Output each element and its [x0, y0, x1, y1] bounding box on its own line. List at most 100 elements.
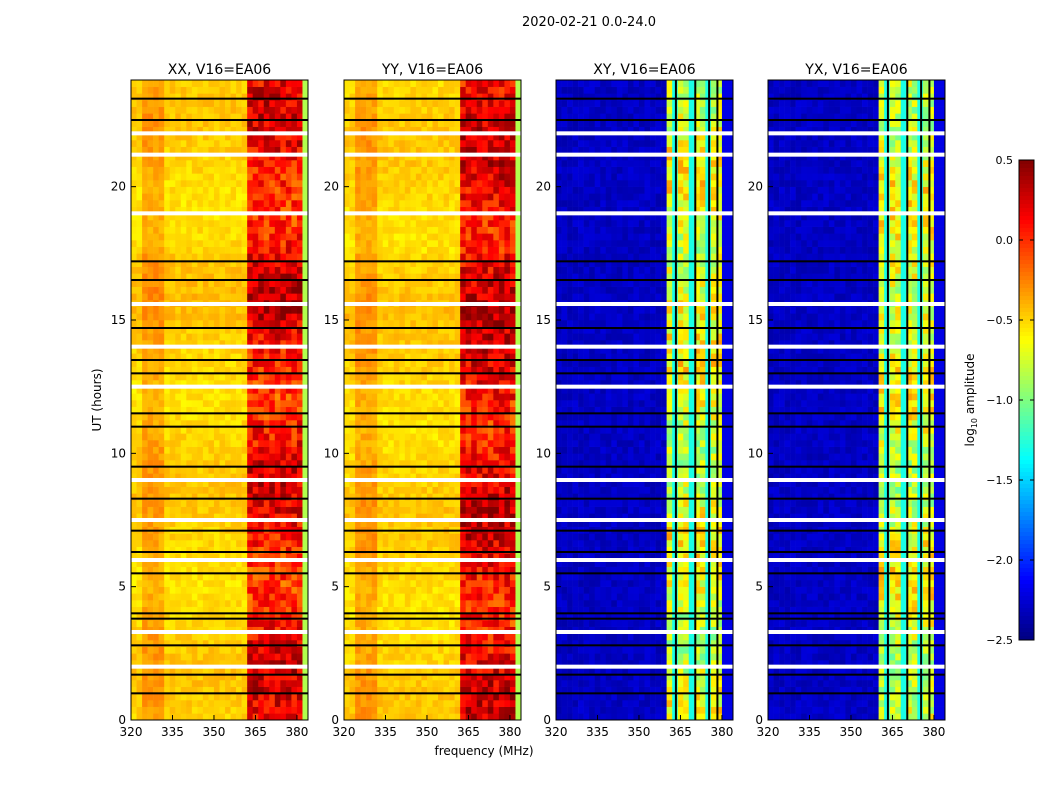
heatmap-cell	[175, 647, 181, 654]
heatmap-cell	[438, 447, 444, 454]
heatmap-cell	[231, 160, 237, 167]
heatmap-cell	[269, 573, 275, 580]
heatmap-cell	[302, 180, 308, 187]
heatmap-cell	[510, 693, 516, 700]
heatmap-cell	[220, 193, 226, 200]
heatmap-cell	[137, 467, 143, 474]
heatmap-cell	[192, 653, 198, 660]
heatmap-cell	[164, 360, 170, 367]
heatmap-cell	[286, 107, 292, 114]
heatmap-cell	[291, 440, 297, 447]
heatmap-cell	[258, 500, 264, 507]
heatmap-cell	[291, 253, 297, 260]
heatmap-cell	[460, 573, 466, 580]
heatmap-cell	[148, 487, 154, 494]
heatmap-cell	[438, 573, 444, 580]
heatmap-cell	[131, 320, 137, 327]
heatmap-cell	[377, 700, 383, 707]
heatmap-cell	[236, 187, 242, 194]
heatmap-cell	[499, 573, 505, 580]
heatmap-cell	[297, 227, 303, 234]
heatmap-cell	[208, 400, 214, 407]
heatmap-cell	[399, 427, 405, 434]
heatmap-cell	[455, 647, 461, 654]
heatmap-cell	[159, 653, 165, 660]
heatmap-cell	[471, 487, 477, 494]
heatmap-cell	[427, 587, 433, 594]
heatmap-cell	[181, 200, 187, 207]
heatmap-cell	[153, 280, 159, 287]
heatmap-cell	[181, 253, 187, 260]
heatmap-cell	[394, 360, 400, 367]
heatmap-cell	[399, 593, 405, 600]
heatmap-cell	[510, 507, 516, 514]
heatmap-cell	[377, 433, 383, 440]
heatmap-cell	[153, 120, 159, 127]
heatmap-cell	[482, 693, 488, 700]
heatmap-cell	[471, 700, 477, 707]
heatmap-cell	[197, 280, 203, 287]
heatmap-cell	[302, 247, 308, 254]
heatmap-cell	[153, 580, 159, 587]
x-tick-label: 380	[285, 725, 308, 739]
heatmap-cell	[388, 620, 394, 627]
heatmap-cell	[170, 540, 176, 547]
heatmap-cell	[236, 280, 242, 287]
heatmap-cell	[302, 593, 308, 600]
heatmap-cell	[192, 267, 198, 274]
heatmap-cell	[142, 173, 148, 180]
heatmap-cell	[214, 440, 220, 447]
heatmap-cell	[286, 707, 292, 714]
heatmap-cell	[214, 160, 220, 167]
flagged-row-black	[131, 119, 308, 121]
heatmap-cell	[399, 653, 405, 660]
heatmap-cell	[153, 253, 159, 260]
heatmap-cell	[286, 253, 292, 260]
heatmap-cell	[214, 233, 220, 240]
heatmap-cell	[220, 313, 226, 320]
heatmap-cell	[137, 287, 143, 294]
heatmap-cell	[208, 87, 214, 94]
heatmap-cell	[181, 447, 187, 454]
heatmap-cell	[499, 333, 505, 340]
heatmap-cell	[231, 653, 237, 660]
heatmap-cell	[449, 707, 455, 714]
heatmap-cell	[131, 573, 137, 580]
heatmap-cell	[170, 647, 176, 654]
heatmap-cell	[220, 487, 226, 494]
heatmap-cell	[247, 307, 253, 314]
heatmap-cell	[203, 453, 209, 460]
heatmap-cell	[236, 693, 242, 700]
heatmap-cell	[297, 507, 303, 514]
heatmap-cell	[137, 373, 143, 380]
heatmap-cell	[142, 373, 148, 380]
heatmap-cell	[399, 580, 405, 587]
heatmap-cell	[488, 707, 494, 714]
heatmap-cell	[302, 713, 308, 720]
heatmap-cell	[416, 540, 422, 547]
heatmap-cell	[471, 587, 477, 594]
heatmap-cell	[275, 80, 281, 87]
heatmap-cell	[236, 400, 242, 407]
heatmap-cell	[153, 620, 159, 627]
heatmap-cell	[137, 200, 143, 207]
heatmap-cell	[236, 653, 242, 660]
heatmap-cell	[253, 227, 259, 234]
heatmap-cell	[203, 413, 209, 420]
heatmap-cell	[344, 647, 350, 654]
heatmap-cell	[247, 393, 253, 400]
heatmap-cell	[159, 413, 165, 420]
heatmap-cell	[159, 280, 165, 287]
heatmap-cell	[477, 540, 483, 547]
heatmap-cell	[197, 313, 203, 320]
heatmap-cell	[208, 220, 214, 227]
heatmap-cell	[148, 440, 154, 447]
heatmap-cell	[148, 107, 154, 114]
heatmap-cell	[280, 373, 286, 380]
heatmap-cell	[416, 587, 422, 594]
heatmap-cell	[302, 167, 308, 174]
y-tick-label: 5	[118, 580, 126, 594]
heatmap-cell	[181, 313, 187, 320]
heatmap-cell	[449, 593, 455, 600]
heatmap-cell	[186, 313, 192, 320]
